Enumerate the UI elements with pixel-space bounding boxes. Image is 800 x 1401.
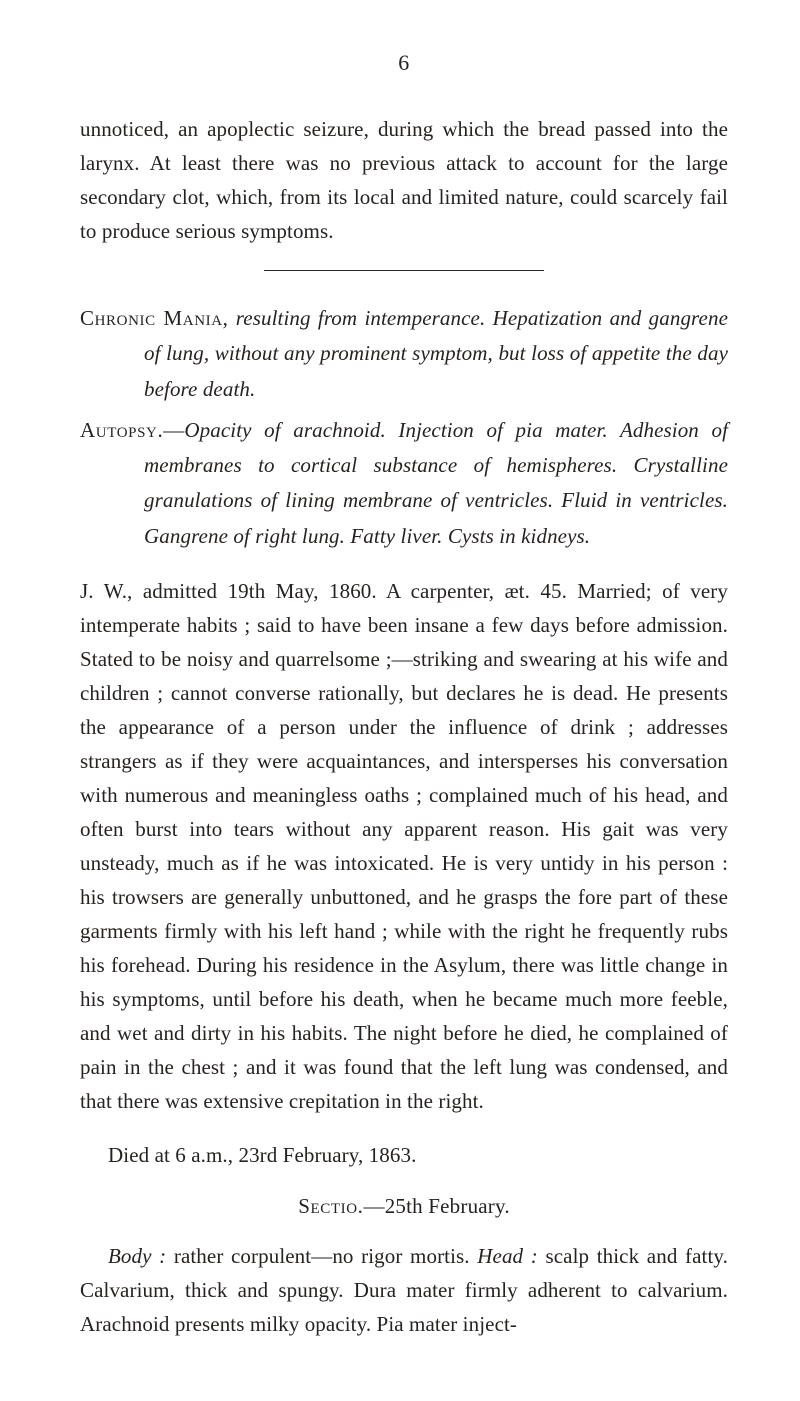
sectio-heading: Sectio.—25th February.: [80, 1194, 728, 1219]
page-number: 6: [80, 50, 728, 76]
page: 6 unnoticed, an apoplectic seizure, duri…: [0, 0, 800, 1401]
body-text: rather corpulent—no rigor mortis.: [166, 1244, 477, 1268]
case-heading-mania: Chronic Mania, resulting from intemperan…: [80, 301, 728, 407]
sectio-rest: —25th February.: [364, 1194, 510, 1218]
heading-lead: Chronic Mania,: [80, 306, 229, 330]
autopsy-rest: Opacity of arachnoid. Injection of pia m…: [144, 418, 728, 548]
autopsy-lead: Autopsy.: [80, 418, 163, 442]
heading-rest: resulting from intemperance. Hepatizatio…: [144, 306, 728, 401]
case-heading-autopsy: Autopsy.—Opacity of arachnoid. Injection…: [80, 413, 728, 554]
autopsy-dash: —: [163, 418, 184, 442]
head-label: Head :: [477, 1244, 538, 1268]
sectio-lead: Sectio.: [298, 1194, 363, 1218]
case-body: J. W., admitted 19th May, 1860. A carpen…: [80, 574, 728, 1118]
divider: [264, 270, 544, 271]
died-line: Died at 6 a.m., 23rd February, 1863.: [80, 1138, 728, 1172]
body-label: Body :: [108, 1244, 166, 1268]
intro-paragraph: unnoticed, an apoplectic seizure, during…: [80, 112, 728, 248]
body-section: Body : rather corpulent—no rigor mortis.…: [80, 1239, 728, 1341]
